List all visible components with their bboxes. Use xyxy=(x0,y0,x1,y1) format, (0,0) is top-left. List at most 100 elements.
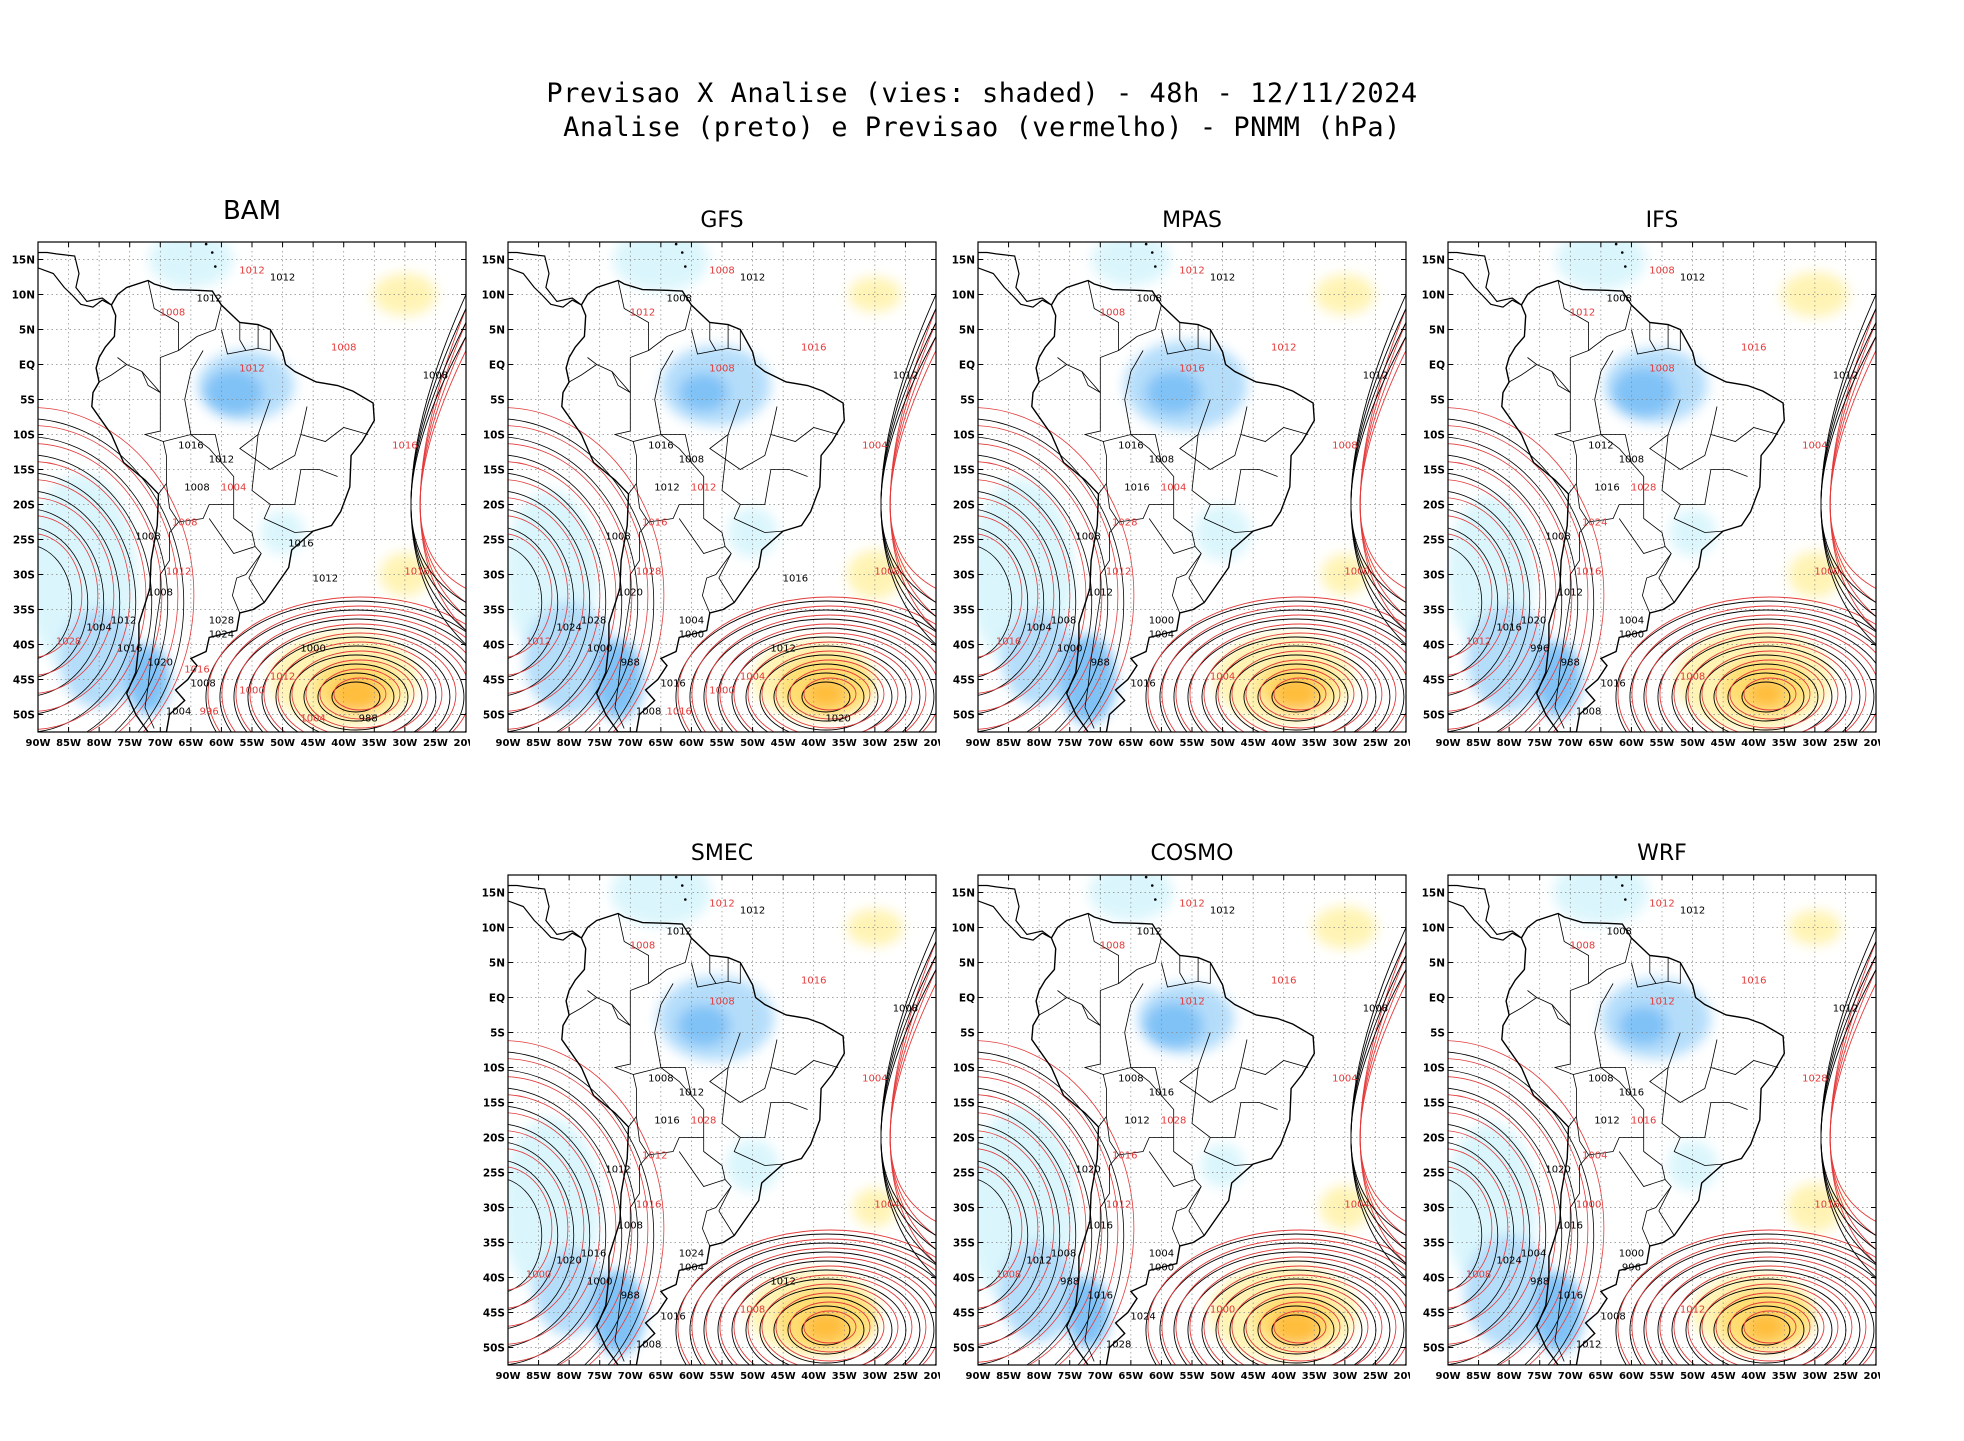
contour-labels: 1012101210081016101210081020101610121008… xyxy=(996,899,1388,1351)
lat-tick-label: 50S xyxy=(1423,1343,1445,1355)
country-border xyxy=(1188,553,1205,603)
contour-label-black: 1012 xyxy=(1680,906,1705,917)
lat-tick-label: 5S xyxy=(20,395,35,407)
country-border xyxy=(587,913,649,1027)
contour-labels: 1012101210081012101610081012100810201016… xyxy=(526,899,918,1351)
coastline-south-america xyxy=(91,279,376,732)
grid-lines xyxy=(38,242,466,732)
contour-label-black: 996 xyxy=(1622,1263,1641,1274)
axis-labels: 15N 10N 5N EQ 5S 10S 15S 20S 25S 30S 35S 40S 45S 50S 9… xyxy=(482,875,940,1382)
lon-tick-label: 45W xyxy=(771,738,796,749)
island-marker xyxy=(1593,236,1596,239)
lon-tick-label: 65W xyxy=(178,738,203,749)
country-border xyxy=(263,504,314,533)
contour-label-red: 1008 xyxy=(331,343,356,354)
lat-tick-label: 15N xyxy=(482,888,505,900)
contour-label-black: 1012 xyxy=(196,294,221,305)
island-marker xyxy=(1099,230,1102,233)
country-border xyxy=(1641,546,1672,614)
country-border xyxy=(1084,1154,1119,1362)
lon-tick-label: 60W xyxy=(679,1371,704,1382)
lon-tick-label: 55W xyxy=(1180,738,1205,749)
country-border xyxy=(1179,322,1187,351)
country-border xyxy=(1171,546,1202,614)
lat-tick-label: 25S xyxy=(1423,1168,1445,1180)
contour-label-black: 1016 xyxy=(1558,1291,1583,1302)
lat-tick-label: 35S xyxy=(483,605,505,617)
lon-tick-label: 85W xyxy=(996,1371,1021,1382)
lon-tick-label: 50W xyxy=(1680,738,1705,749)
contour-label-black: 1008 xyxy=(636,1340,661,1351)
country-border xyxy=(1551,371,1577,495)
lat-tick-label: EQ xyxy=(489,360,505,372)
contour-label-black: 1016 xyxy=(1149,1088,1174,1099)
panel-wrf: WRF 1012 1008 1012 1016 1012 1008 1020 1016 1024 1… xyxy=(1410,841,1880,1441)
country-border xyxy=(614,1154,649,1362)
lat-tick-label: 45S xyxy=(953,1308,975,1320)
country-border xyxy=(733,1137,784,1166)
contour-label-red: 1016 xyxy=(1112,1151,1137,1162)
contour-label-black: 1008 xyxy=(184,483,209,494)
lat-tick-label: 10S xyxy=(953,430,975,442)
country-border xyxy=(701,546,732,614)
country-border xyxy=(144,521,179,729)
lat-tick-label: 30S xyxy=(13,570,35,582)
country-border xyxy=(251,434,338,505)
country-border xyxy=(587,280,649,394)
lat-tick-label: 30S xyxy=(483,1203,505,1215)
lat-tick-label: 15N xyxy=(482,255,505,267)
country-border xyxy=(614,521,649,729)
lon-tick-label: 25W xyxy=(893,738,918,749)
panel-title: WRF xyxy=(1637,841,1687,866)
contour-label-black: 1008 xyxy=(1600,1312,1625,1323)
lon-tick-label: 90W xyxy=(966,1371,991,1382)
country-border xyxy=(1631,329,1681,355)
contour-label-black: 1000 xyxy=(1619,1249,1644,1260)
lon-tick-label: 90W xyxy=(966,738,991,749)
lat-tick-label: 30S xyxy=(1423,1203,1445,1215)
lon-tick-label: 35W xyxy=(832,738,857,749)
contour-label-red: 1016 xyxy=(642,518,667,529)
lat-tick-label: 25S xyxy=(13,535,35,547)
contour-label-black: 1016 xyxy=(1088,1221,1113,1232)
country-border xyxy=(1084,521,1119,729)
contour-label-black: 1008 xyxy=(1149,455,1174,466)
map-svg: 1012100810121008101210161008102010241028… xyxy=(482,241,940,749)
coastline-central-america xyxy=(978,251,1052,308)
contour-label-red: 1016 xyxy=(184,665,209,676)
lat-tick-label: 15S xyxy=(953,465,975,477)
contour-label-black: 1012 xyxy=(270,273,295,284)
lat-tick-label: 25S xyxy=(483,535,505,547)
lat-tick-label: 35S xyxy=(1423,1238,1445,1250)
contour-label-black: 1016 xyxy=(1594,483,1619,494)
lon-tick-label: 90W xyxy=(1436,1371,1461,1382)
country-border xyxy=(1057,280,1119,394)
country-border xyxy=(1081,371,1107,495)
country-border xyxy=(239,322,247,351)
contour-label-red: 1004 xyxy=(1802,441,1827,452)
lat-tick-label: 20S xyxy=(13,500,35,512)
contour-label-black: 1020 xyxy=(1521,616,1546,627)
island-marker xyxy=(1123,236,1126,239)
country-border xyxy=(1658,553,1675,603)
lon-tick-label: 60W xyxy=(209,738,234,749)
island-marker xyxy=(1144,242,1148,246)
country-border xyxy=(1527,913,1589,1027)
country-border xyxy=(1161,329,1211,355)
contour-label-black: 1016 xyxy=(288,539,313,550)
lat-tick-label: 25S xyxy=(953,535,975,547)
coastline-south-america xyxy=(1501,279,1786,732)
contour-label-red: 1012 xyxy=(1680,1305,1705,1316)
lon-tick-label: 60W xyxy=(679,738,704,749)
lon-tick-label: 45W xyxy=(1241,1371,1266,1382)
contour-label-black: 1016 xyxy=(1496,623,1521,634)
country-border xyxy=(568,997,597,1016)
lat-tick-label: 15N xyxy=(952,255,975,267)
contour-label-black: 1004 xyxy=(86,623,111,634)
contour-label-red: 1000 xyxy=(239,686,264,697)
coastline-central-america xyxy=(1448,884,1522,941)
lon-tick-label: 70W xyxy=(1558,738,1583,749)
lon-tick-label: 45W xyxy=(1711,738,1736,749)
country-border xyxy=(1600,1067,1632,1096)
lat-tick-label: 5S xyxy=(1430,395,1445,407)
